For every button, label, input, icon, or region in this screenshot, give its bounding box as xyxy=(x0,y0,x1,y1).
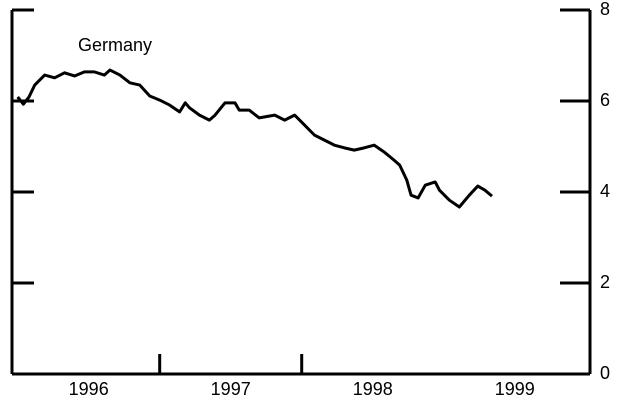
y-tick-label: 2 xyxy=(600,272,610,292)
x-tick-label: 1997 xyxy=(211,379,251,399)
line xyxy=(16,68,493,209)
y-tick-label: 6 xyxy=(600,90,610,110)
x-tick-label: 1999 xyxy=(495,379,535,399)
y-tick-label: 0 xyxy=(600,363,610,383)
y-tick-label: 8 xyxy=(600,0,610,19)
y-tick-label: 4 xyxy=(600,181,610,201)
chart-title: Germany xyxy=(78,35,152,55)
x-tick-label: 1998 xyxy=(353,379,393,399)
x-tick-label: 1996 xyxy=(69,379,109,399)
